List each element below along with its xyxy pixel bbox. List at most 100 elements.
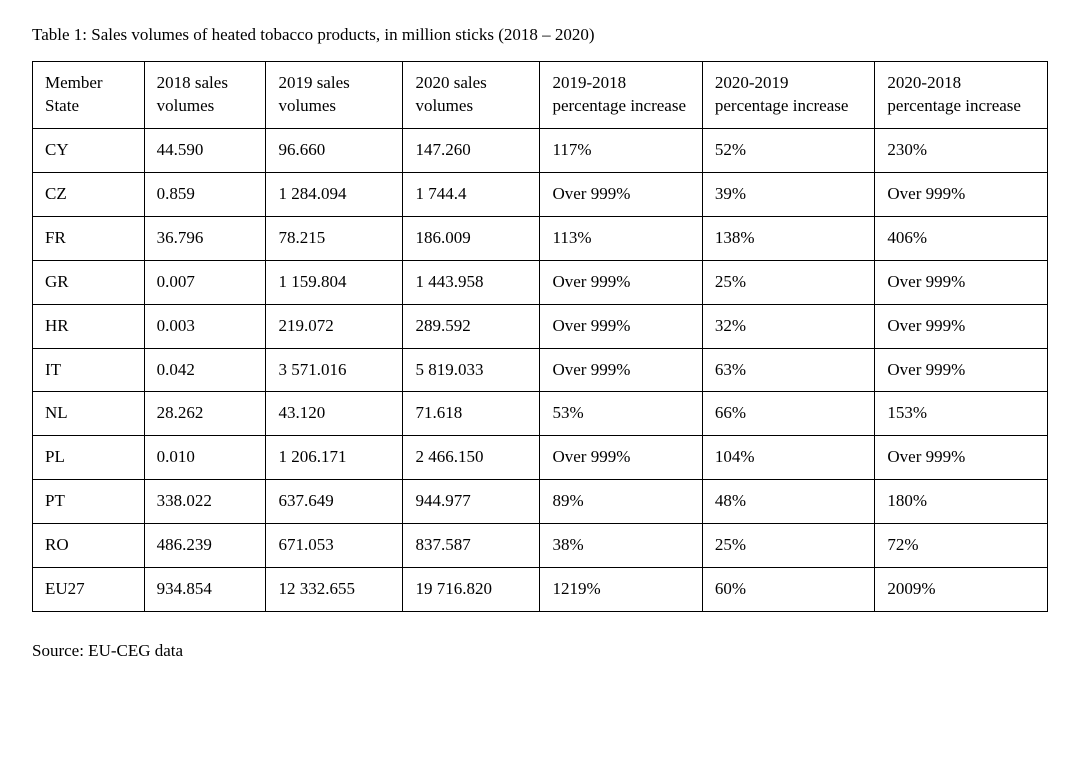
table-cell: 153%: [875, 392, 1048, 436]
table-cell: 0.007: [144, 260, 266, 304]
table-cell: 138%: [702, 216, 875, 260]
table-title: Table 1: Sales volumes of heated tobacco…: [32, 24, 1048, 47]
table-cell: 147.260: [403, 128, 540, 172]
table-cell: Over 999%: [540, 260, 702, 304]
table-cell: 637.649: [266, 480, 403, 524]
table-cell: 78.215: [266, 216, 403, 260]
col-header: 2019 sales volumes: [266, 61, 403, 128]
col-header: 2018 sales volumes: [144, 61, 266, 128]
sales-table: Member State 2018 sales volumes 2019 sal…: [32, 61, 1048, 612]
table-cell: IT: [33, 348, 145, 392]
table-cell: 671.053: [266, 524, 403, 568]
table-cell: CZ: [33, 172, 145, 216]
table-cell: 338.022: [144, 480, 266, 524]
table-cell: 66%: [702, 392, 875, 436]
table-cell: 944.977: [403, 480, 540, 524]
table-cell: 1 206.171: [266, 436, 403, 480]
table-cell: 38%: [540, 524, 702, 568]
table-cell: 71.618: [403, 392, 540, 436]
table-cell: 44.590: [144, 128, 266, 172]
table-cell: PT: [33, 480, 145, 524]
table-cell: 117%: [540, 128, 702, 172]
table-row: PL0.0101 206.1712 466.150Over 999%104%Ov…: [33, 436, 1048, 480]
table-cell: FR: [33, 216, 145, 260]
table-row: EU27934.85412 332.65519 716.8201219%60%2…: [33, 568, 1048, 612]
table-cell: Over 999%: [540, 348, 702, 392]
table-row: NL28.26243.12071.61853%66%153%: [33, 392, 1048, 436]
table-cell: 0.859: [144, 172, 266, 216]
table-cell: NL: [33, 392, 145, 436]
table-cell: 43.120: [266, 392, 403, 436]
table-row: CY44.59096.660147.260117%52%230%: [33, 128, 1048, 172]
table-cell: HR: [33, 304, 145, 348]
table-cell: 63%: [702, 348, 875, 392]
table-cell: 230%: [875, 128, 1048, 172]
table-cell: EU27: [33, 568, 145, 612]
table-cell: 180%: [875, 480, 1048, 524]
table-cell: 36.796: [144, 216, 266, 260]
table-cell: 113%: [540, 216, 702, 260]
table-cell: 89%: [540, 480, 702, 524]
col-header: Member State: [33, 61, 145, 128]
source-line: Source: EU-CEG data: [32, 640, 1048, 663]
table-row: FR36.79678.215186.009113%138%406%: [33, 216, 1048, 260]
table-body: CY44.59096.660147.260117%52%230%CZ0.8591…: [33, 128, 1048, 611]
table-row: RO486.239671.053837.58738%25%72%: [33, 524, 1048, 568]
table-cell: PL: [33, 436, 145, 480]
table-cell: 1 159.804: [266, 260, 403, 304]
table-cell: 406%: [875, 216, 1048, 260]
table-row: HR0.003219.072289.592Over 999%32%Over 99…: [33, 304, 1048, 348]
table-cell: 19 716.820: [403, 568, 540, 612]
table-cell: 0.003: [144, 304, 266, 348]
table-cell: 28.262: [144, 392, 266, 436]
table-cell: 104%: [702, 436, 875, 480]
table-cell: 72%: [875, 524, 1048, 568]
table-row: CZ0.8591 284.0941 744.4Over 999%39%Over …: [33, 172, 1048, 216]
table-cell: 0.010: [144, 436, 266, 480]
col-header: 2019-2018 percentage increase: [540, 61, 702, 128]
table-cell: 96.660: [266, 128, 403, 172]
table-cell: 219.072: [266, 304, 403, 348]
table-cell: 837.587: [403, 524, 540, 568]
table-cell: 32%: [702, 304, 875, 348]
table-row: PT338.022637.649944.97789%48%180%: [33, 480, 1048, 524]
table-cell: 934.854: [144, 568, 266, 612]
table-cell: CY: [33, 128, 145, 172]
table-cell: 52%: [702, 128, 875, 172]
table-cell: 1219%: [540, 568, 702, 612]
table-cell: 3 571.016: [266, 348, 403, 392]
table-cell: 1 744.4: [403, 172, 540, 216]
table-cell: 48%: [702, 480, 875, 524]
col-header: 2020 sales volumes: [403, 61, 540, 128]
table-cell: 53%: [540, 392, 702, 436]
table-cell: GR: [33, 260, 145, 304]
table-cell: 60%: [702, 568, 875, 612]
table-row: GR0.0071 159.8041 443.958Over 999%25%Ove…: [33, 260, 1048, 304]
table-cell: 1 443.958: [403, 260, 540, 304]
table-cell: Over 999%: [875, 260, 1048, 304]
table-cell: 25%: [702, 524, 875, 568]
table-cell: 39%: [702, 172, 875, 216]
table-cell: 5 819.033: [403, 348, 540, 392]
table-cell: 25%: [702, 260, 875, 304]
table-row: IT0.0423 571.0165 819.033Over 999%63%Ove…: [33, 348, 1048, 392]
table-cell: 289.592: [403, 304, 540, 348]
table-cell: 186.009: [403, 216, 540, 260]
table-header-row: Member State 2018 sales volumes 2019 sal…: [33, 61, 1048, 128]
col-header: 2020-2019 percentage increase: [702, 61, 875, 128]
table-cell: 1 284.094: [266, 172, 403, 216]
table-cell: 2 466.150: [403, 436, 540, 480]
table-cell: Over 999%: [875, 172, 1048, 216]
table-cell: Over 999%: [540, 172, 702, 216]
table-cell: Over 999%: [540, 304, 702, 348]
table-cell: Over 999%: [875, 436, 1048, 480]
col-header: 2020-2018 percentage increase: [875, 61, 1048, 128]
table-cell: 0.042: [144, 348, 266, 392]
table-cell: RO: [33, 524, 145, 568]
table-cell: Over 999%: [875, 348, 1048, 392]
table-cell: 2009%: [875, 568, 1048, 612]
table-cell: Over 999%: [540, 436, 702, 480]
table-cell: Over 999%: [875, 304, 1048, 348]
table-cell: 12 332.655: [266, 568, 403, 612]
table-cell: 486.239: [144, 524, 266, 568]
